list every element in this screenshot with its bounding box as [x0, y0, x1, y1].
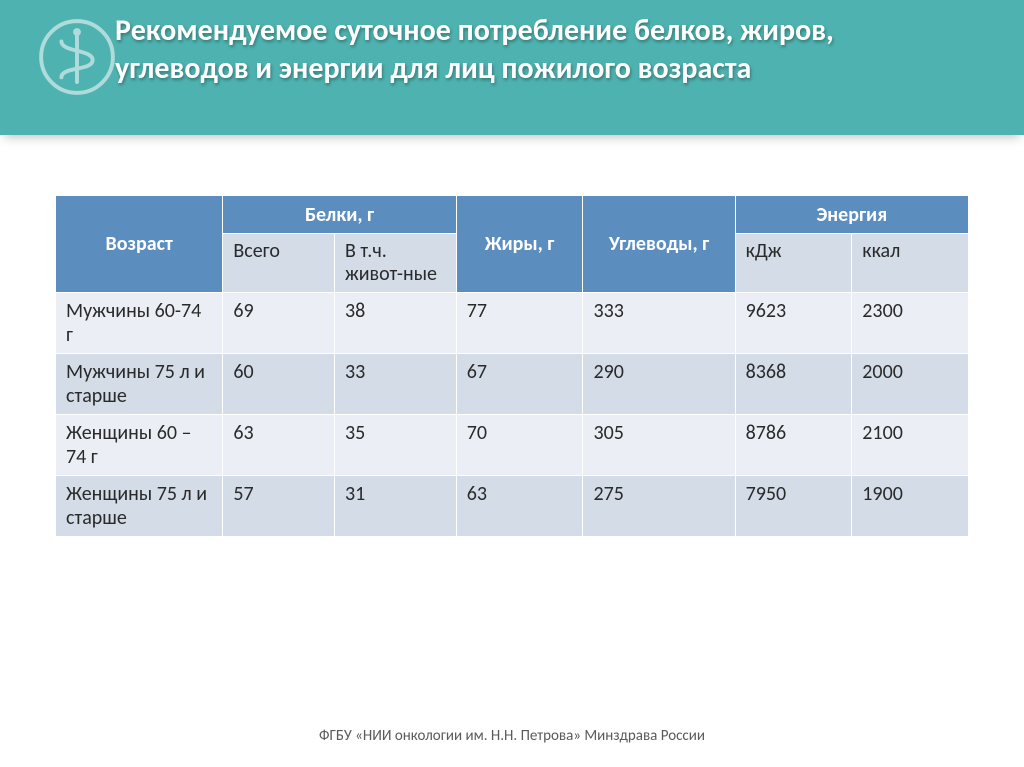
footer-attribution: ФГБУ «НИИ онкологии им. Н.Н. Петрова» Ми…	[0, 727, 1024, 745]
cell-age: Мужчины 75 л и старше	[56, 354, 223, 415]
cell-prot-animal: 33	[334, 354, 456, 415]
cell-age: Мужчины 60-74 г	[56, 293, 223, 354]
cell-kj: 8786	[735, 415, 852, 476]
cell-prot-animal: 31	[334, 476, 456, 537]
nutrition-table: Возраст Белки, г Жиры, г Углеводы, г Эне…	[55, 195, 969, 537]
cell-prot-total: 63	[223, 415, 335, 476]
cell-kcal: 2300	[852, 293, 969, 354]
sub-energy-kj: кДж	[735, 234, 852, 293]
cell-fats: 70	[456, 415, 583, 476]
cell-carbs: 275	[583, 476, 735, 537]
cell-prot-animal: 38	[334, 293, 456, 354]
cell-age: Женщины 60 – 74 г	[56, 415, 223, 476]
sub-energy-kcal: ккал	[852, 234, 969, 293]
cell-prot-total: 60	[223, 354, 335, 415]
cell-fats: 67	[456, 354, 583, 415]
col-header-fats: Жиры, г	[456, 196, 583, 293]
cell-kcal: 1900	[852, 476, 969, 537]
cell-prot-total: 69	[223, 293, 335, 354]
slide-title: Рекомендуемое суточное потребление белко…	[115, 12, 964, 87]
cell-fats: 77	[456, 293, 583, 354]
cell-age: Женщины 75 л и старше	[56, 476, 223, 537]
table-row: Мужчины 75 л и старше 60 33 67 290 8368 …	[56, 354, 969, 415]
medical-caduceus-icon	[38, 18, 116, 96]
cell-kcal: 2000	[852, 354, 969, 415]
nutrition-table-container: Возраст Белки, г Жиры, г Углеводы, г Эне…	[55, 195, 969, 537]
col-header-carbs: Углеводы, г	[583, 196, 735, 293]
cell-carbs: 290	[583, 354, 735, 415]
cell-prot-total: 57	[223, 476, 335, 537]
col-header-energy: Энергия	[735, 196, 968, 234]
col-header-proteins: Белки, г	[223, 196, 456, 234]
table-row: Мужчины 60-74 г 69 38 77 333 9623 2300	[56, 293, 969, 354]
cell-fats: 63	[456, 476, 583, 537]
cell-carbs: 333	[583, 293, 735, 354]
cell-prot-animal: 35	[334, 415, 456, 476]
sub-proteins-total: Всего	[223, 234, 335, 293]
cell-kj: 8368	[735, 354, 852, 415]
title-banner: Рекомендуемое суточное потребление белко…	[0, 0, 1024, 135]
table-row: Женщины 60 – 74 г 63 35 70 305 8786 2100	[56, 415, 969, 476]
sub-proteins-animal: В т.ч. живот-ные	[334, 234, 456, 293]
cell-carbs: 305	[583, 415, 735, 476]
cell-kcal: 2100	[852, 415, 969, 476]
cell-kj: 7950	[735, 476, 852, 537]
table-header-row: Возраст Белки, г Жиры, г Углеводы, г Эне…	[56, 196, 969, 234]
col-header-age: Возраст	[56, 196, 223, 293]
cell-kj: 9623	[735, 293, 852, 354]
table-row: Женщины 75 л и старше 57 31 63 275 7950 …	[56, 476, 969, 537]
